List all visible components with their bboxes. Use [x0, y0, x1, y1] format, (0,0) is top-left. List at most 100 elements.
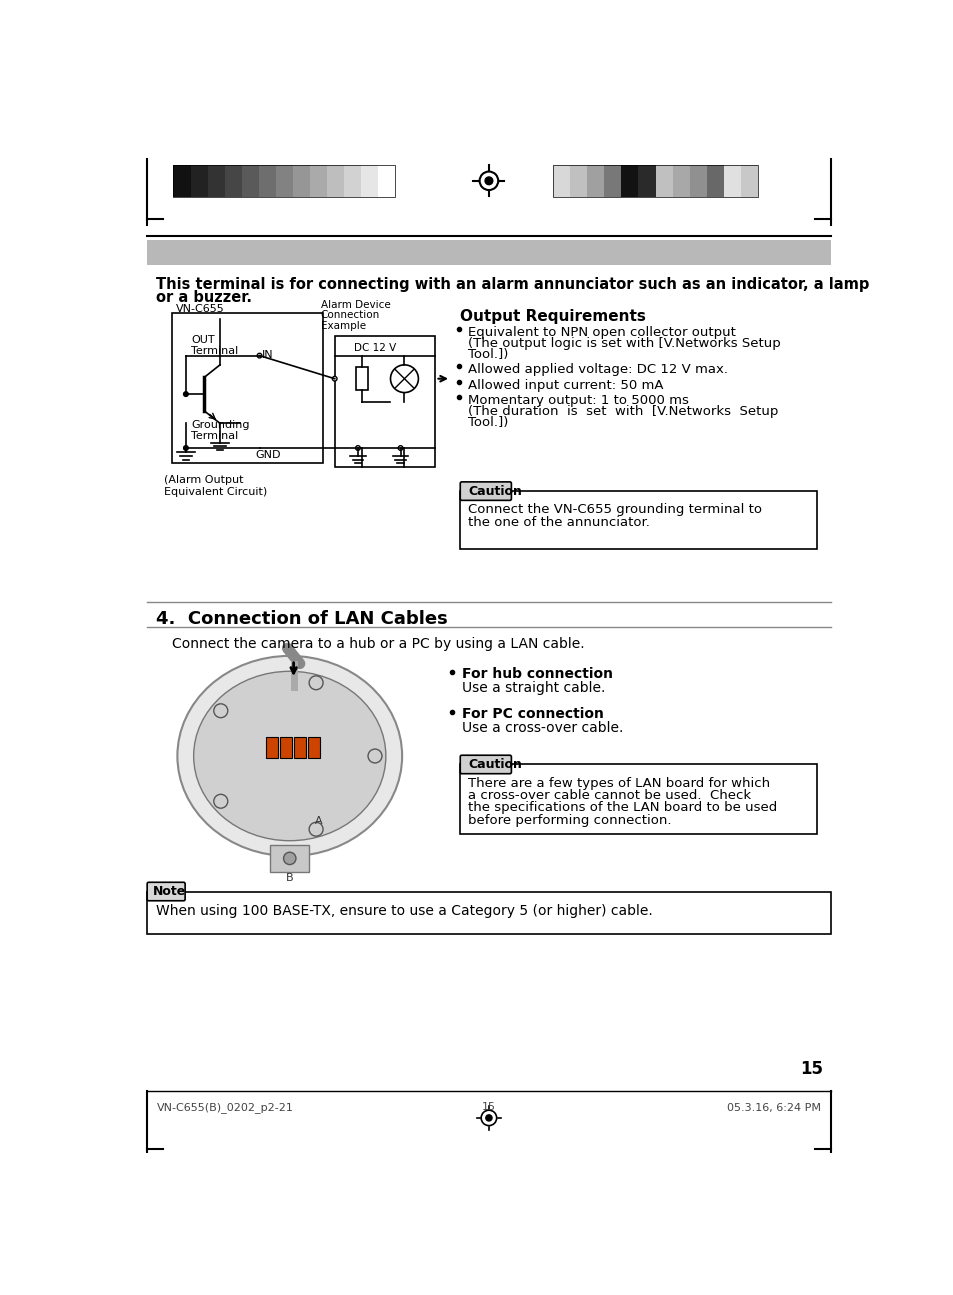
Bar	[655, 164, 672, 197]
Bar	[553, 164, 570, 197]
Text: This terminal is for connecting with an alarm annunciator such as an indicator, : This terminal is for connecting with an …	[156, 277, 869, 293]
Bar	[587, 164, 604, 197]
Ellipse shape	[193, 671, 385, 840]
Bar	[355, 368, 368, 390]
Bar	[459, 764, 816, 834]
Bar	[208, 164, 224, 197]
Bar	[604, 164, 620, 197]
Bar	[147, 891, 830, 934]
Bar	[706, 164, 723, 197]
Text: VN-C655: VN-C655	[175, 304, 224, 313]
Ellipse shape	[177, 655, 402, 856]
Text: For PC connection: For PC connection	[461, 707, 603, 721]
Text: the one of the annunciator.: the one of the annunciator.	[468, 515, 649, 528]
Circle shape	[390, 365, 418, 392]
Bar	[344, 164, 360, 197]
Text: (The duration  is  set  with  [V.Networks  Setup: (The duration is set with [V.Networks Se…	[468, 405, 778, 418]
Text: A: A	[314, 816, 322, 826]
Text: before performing connection.: before performing connection.	[468, 813, 671, 826]
Bar	[191, 164, 208, 197]
Text: (The output logic is set with [V.Networks Setup: (The output logic is set with [V.Network…	[468, 337, 780, 350]
Bar	[172, 313, 323, 464]
Text: Output Requirements: Output Requirements	[459, 310, 645, 325]
Text: B: B	[286, 873, 294, 883]
Circle shape	[309, 822, 323, 837]
Bar	[224, 164, 241, 197]
Text: 4.  Connection of LAN Cables: 4. Connection of LAN Cables	[156, 610, 448, 628]
Bar	[266, 737, 278, 759]
Bar	[275, 164, 293, 197]
Bar	[638, 164, 655, 197]
Bar	[672, 164, 689, 197]
Text: Connect the camera to a hub or a PC by using a LAN cable.: Connect the camera to a hub or a PC by u…	[172, 637, 584, 651]
FancyBboxPatch shape	[459, 482, 511, 500]
Text: Momentary output: 1 to 5000 ms: Momentary output: 1 to 5000 ms	[468, 394, 688, 407]
Text: Caution: Caution	[468, 759, 521, 772]
Text: (Alarm Output
Equivalent Circuit): (Alarm Output Equivalent Circuit)	[164, 475, 267, 496]
Text: Use a straight cable.: Use a straight cable.	[461, 681, 604, 695]
Text: Example: Example	[320, 321, 366, 332]
Text: VN-C655(B)_0202_p2-21: VN-C655(B)_0202_p2-21	[156, 1102, 293, 1114]
Bar	[173, 164, 191, 197]
Text: Grounding
Terminal: Grounding Terminal	[192, 420, 250, 442]
Text: Connect the VN-C655 grounding terminal to: Connect the VN-C655 grounding terminal t…	[468, 504, 761, 517]
Text: 05.3.16, 6:24 PM: 05.3.16, 6:24 PM	[726, 1102, 821, 1112]
Text: a cross-over cable cannot be used.  Check: a cross-over cable cannot be used. Check	[468, 789, 750, 802]
Text: Connection: Connection	[320, 311, 379, 320]
Text: Allowed input current: 50 mA: Allowed input current: 50 mA	[468, 378, 662, 391]
Bar	[459, 491, 816, 549]
Text: OUT
Terminal: OUT Terminal	[192, 335, 238, 356]
Circle shape	[397, 445, 402, 451]
Circle shape	[485, 1115, 492, 1121]
Bar	[327, 164, 344, 197]
Bar	[740, 164, 757, 197]
Text: When using 100 BASE-TX, ensure to use a Category 5 (or higher) cable.: When using 100 BASE-TX, ensure to use a …	[156, 904, 653, 918]
Bar	[570, 164, 587, 197]
Text: Use a cross-over cable.: Use a cross-over cable.	[461, 721, 622, 736]
Circle shape	[309, 676, 323, 690]
Circle shape	[213, 703, 228, 717]
Circle shape	[368, 749, 381, 763]
Bar	[258, 164, 275, 197]
FancyBboxPatch shape	[459, 755, 511, 773]
Text: Equivalent to NPN open collector output: Equivalent to NPN open collector output	[468, 326, 735, 339]
Bar	[377, 164, 395, 197]
Circle shape	[283, 852, 295, 865]
Bar	[241, 164, 258, 197]
Text: Tool.]): Tool.])	[468, 348, 508, 361]
Bar	[335, 337, 435, 467]
Text: Caution: Caution	[468, 484, 521, 499]
Bar	[147, 240, 830, 264]
Text: 15: 15	[800, 1061, 822, 1079]
Bar	[308, 737, 319, 759]
Bar	[723, 164, 740, 197]
Text: DC 12 V: DC 12 V	[354, 342, 395, 352]
Bar	[689, 164, 706, 197]
Text: the specifications of the LAN board to be used: the specifications of the LAN board to b…	[468, 802, 777, 815]
Circle shape	[484, 177, 493, 185]
Circle shape	[213, 794, 228, 808]
Circle shape	[183, 445, 188, 451]
Circle shape	[332, 377, 336, 381]
Bar	[620, 164, 638, 197]
Text: 15: 15	[481, 1102, 496, 1112]
Bar	[173, 164, 395, 197]
Text: There are a few types of LAN board for which: There are a few types of LAN board for w…	[468, 777, 769, 790]
Bar	[553, 164, 757, 197]
Text: Note: Note	[153, 886, 187, 899]
Text: Allowed applied voltage: DC 12 V max.: Allowed applied voltage: DC 12 V max.	[468, 364, 727, 377]
Circle shape	[257, 354, 261, 357]
Text: or a buzzer.: or a buzzer.	[156, 290, 253, 306]
Text: IN: IN	[261, 350, 274, 360]
Bar	[294, 737, 306, 759]
Text: Alarm Device: Alarm Device	[320, 300, 390, 311]
Circle shape	[355, 445, 360, 451]
Bar	[293, 164, 310, 197]
Text: For hub connection: For hub connection	[461, 667, 612, 681]
Bar	[360, 164, 377, 197]
Bar	[310, 164, 327, 197]
Text: GND: GND	[255, 451, 281, 460]
Text: Tool.]): Tool.])	[468, 416, 508, 429]
FancyBboxPatch shape	[147, 882, 185, 901]
Bar	[270, 844, 309, 872]
